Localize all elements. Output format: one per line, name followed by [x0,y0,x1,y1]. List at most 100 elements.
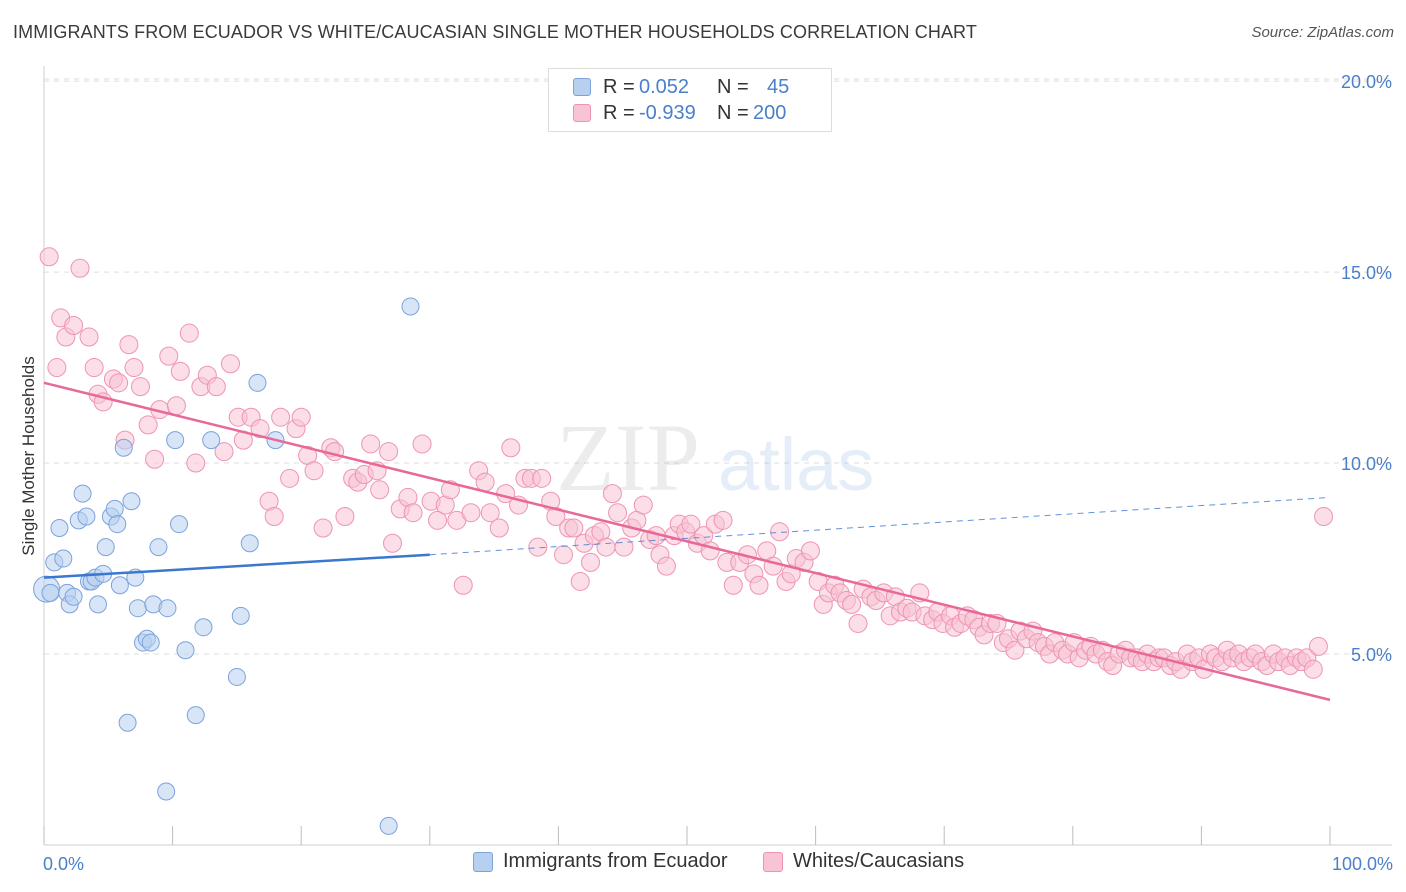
data-point-whites [64,316,84,336]
data-point-whites [383,533,403,553]
data-point-whites [848,613,868,633]
legend-r-label: R = [603,75,635,98]
data-point-whites [480,503,500,523]
legend-label-whites: Whites/Caucasians [793,850,965,872]
data-point-whites [109,373,129,393]
data-point-whites [461,503,481,523]
data-point-whites [220,354,240,374]
axis-layer: 5.0% 10.0% 15.0% 20.0% 0.0% 100.0% [43,66,1393,874]
data-point-whites [564,518,584,538]
watermark: ZIP atlas [556,404,874,511]
data-point-whites [119,335,139,355]
legend-swatch-pink [573,104,591,122]
x-tick-label: 0.0% [43,854,84,874]
data-point-whites [581,552,601,572]
x-tick-label: 100.0% [1332,854,1393,874]
data-point-whites [379,442,399,462]
grid-layer [44,78,1392,655]
data-point-whites [570,571,590,591]
legend-n-value: 45 [767,75,790,98]
data-point-whites [749,575,769,595]
data-point-whites [145,449,165,469]
chart-title: IMMIGRANTS FROM ECUADOR VS WHITE/CAUCASI… [13,22,977,42]
data-point-ecuador [77,507,96,526]
data-point-ecuador [128,599,147,618]
data-point-ecuador [89,595,108,614]
data-point-ecuador [73,484,92,503]
data-point-ecuador [41,583,60,602]
data-point-ecuador [108,515,127,534]
watermark-atlas: atlas [718,423,874,506]
legend-n-label: N = [717,75,749,98]
data-point-whites [713,510,733,530]
legend-swatch-blue [573,78,591,96]
data-point-whites [453,575,473,595]
legend-row-whites: R = -0.939 N = 200 [573,101,786,125]
data-point-whites [159,346,179,366]
data-point-whites [130,377,150,397]
data-point-ecuador [227,667,246,686]
trend-layer [43,381,1331,702]
data-point-ecuador [64,587,83,606]
legend-label-ecuador: Immigrants from Ecuador [503,850,728,872]
data-point-ecuador [114,438,133,457]
data-point-ecuador [158,599,177,618]
data-point-ecuador [157,782,176,801]
data-point-whites [546,507,566,527]
data-point-ecuador [194,618,213,637]
data-point-whites [800,541,820,561]
data-point-ecuador [379,816,398,835]
data-point-whites [602,484,622,504]
data-point-whites [681,514,701,534]
data-point-whites [532,468,552,488]
data-point-whites [1314,507,1334,527]
data-point-ecuador [50,518,69,537]
data-point-whites [250,419,270,439]
data-point-ecuador [166,431,185,450]
legend-n-value: 200 [753,101,787,124]
data-point-ecuador [141,633,160,652]
legend-swatch-pink [763,851,783,872]
data-point-whites [206,377,226,397]
data-point-whites [264,507,284,527]
data-point-whites [528,537,548,557]
data-point-whites [554,545,574,565]
data-point-ecuador [240,534,259,553]
data-point-whites [47,358,67,378]
data-point-whites [335,507,355,527]
data-point-ecuador [118,713,137,732]
data-point-ecuador [122,492,141,511]
data-point-whites [39,247,59,267]
data-point-whites [596,537,616,557]
data-point-ecuador [149,538,168,557]
data-point-whites [614,537,634,557]
trendline-ecuador [43,553,430,579]
source-label: Source: ZipAtlas.com [1251,24,1394,41]
series-legend: Immigrants from Ecuador Whites/Caucasian… [0,850,1406,878]
legend-item-whites[interactable]: Whites/Caucasians [763,850,964,873]
data-point-whites [489,518,509,538]
data-point-whites [723,575,743,595]
data-point-whites [79,327,99,347]
correlation-legend: R = 0.052 N = 45 R = -0.939 N = 200 [548,68,832,132]
legend-item-ecuador[interactable]: Immigrants from Ecuador [473,850,728,873]
data-point-whites [84,358,104,378]
data-point-whites [370,480,390,500]
data-point-whites [842,594,862,614]
data-point-whites [428,510,448,530]
series-ecuador-points [33,297,420,835]
legend-row-ecuador: R = 0.052 N = 45 [573,75,789,99]
data-point-whites [608,503,628,523]
data-point-whites [475,472,495,492]
data-point-ecuador [170,515,189,534]
data-point-whites [214,442,234,462]
data-point-whites [1005,640,1025,660]
legend-r-label: R = [603,101,635,124]
data-point-whites [271,407,291,427]
y-tick-label: 5.0% [1351,645,1392,665]
data-point-whites [1308,636,1328,656]
data-point-ecuador [202,431,221,450]
data-point-whites [70,258,90,278]
data-point-whites [313,518,333,538]
